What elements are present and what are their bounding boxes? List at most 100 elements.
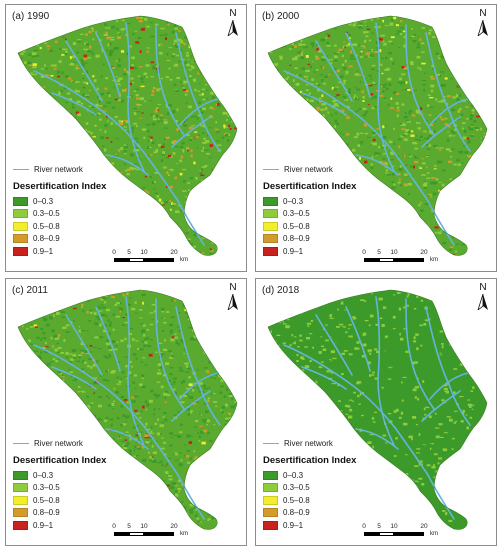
legend-swatch [263, 221, 278, 231]
legend-swatch [13, 483, 28, 493]
panel-label: (d) 2018 [262, 285, 300, 296]
legend-class-label: 0.3–0.5 [283, 209, 310, 219]
legend: River network Desertification Index 0–0.… [13, 163, 106, 258]
legend-class-row: 0.9–1 [263, 245, 356, 258]
legend-swatch [13, 508, 28, 518]
legend-swatch [263, 234, 278, 244]
river-line [345, 32, 371, 98]
scale-tick-label: 10 [140, 249, 148, 256]
legend-class-row: 0–0.3 [13, 469, 106, 482]
river-line [283, 70, 455, 246]
river-line [425, 32, 471, 152]
legend-swatch [13, 209, 28, 219]
north-arrow-icon [477, 294, 488, 310]
legend-class-label: 0–0.3 [283, 196, 304, 206]
scale-segment [394, 258, 424, 262]
river-label: River network [284, 438, 333, 448]
scale-unit: km [180, 257, 188, 263]
river-line [179, 98, 219, 126]
panel-label: (b) 2000 [262, 11, 300, 22]
scale-tick-label: 5 [377, 249, 381, 256]
legend-class-label: 0.8–0.9 [33, 508, 60, 518]
river-line-symbol [263, 168, 279, 170]
river-line [315, 314, 353, 376]
map-panel-1990: (a) 1990 N River network Desertification… [5, 4, 247, 272]
legend-class-row: 0.5–0.8 [13, 494, 106, 507]
legend-class-label: 0.9–1 [33, 246, 54, 256]
scale-segment [379, 532, 394, 536]
river-line [179, 372, 219, 400]
legend-class-row: 0.8–0.9 [263, 233, 356, 246]
river-line [51, 366, 97, 390]
panel-label: (c) 2011 [12, 285, 48, 296]
scale-tick-label: 20 [170, 523, 178, 530]
scale-segment [144, 258, 174, 262]
river-line [155, 24, 185, 136]
legend-class-row: 0.9–1 [263, 519, 356, 532]
legend-class-row: 0.9–1 [13, 519, 106, 532]
legend-title: Desertification Index [263, 181, 357, 192]
river-line-symbol [13, 442, 29, 444]
watershed-map [17, 289, 238, 530]
scale-tick-label: 0 [362, 523, 366, 530]
river-label: River network [34, 438, 83, 448]
legend-class-row: 0.5–0.8 [263, 220, 356, 233]
river-line [375, 22, 395, 172]
river-line [33, 344, 205, 520]
river-line [175, 32, 221, 152]
legend: River network Desertification Index 0–0.… [13, 437, 106, 532]
river-line [429, 98, 469, 126]
legend-title: Desertification Index [263, 455, 357, 466]
river-line [95, 32, 121, 98]
river-line [33, 70, 205, 246]
watershed-boundary [267, 289, 488, 530]
north-letter: N [229, 282, 237, 293]
legend-class-row: 0.8–0.9 [263, 507, 356, 520]
north-arrow: N [475, 282, 491, 310]
legend-class-label: 0.3–0.5 [33, 483, 60, 493]
legend-river-row: River network [13, 163, 106, 175]
river-line [125, 22, 145, 172]
legend-river-row: River network [263, 163, 356, 175]
watershed-map [267, 289, 488, 530]
north-letter: N [229, 8, 237, 19]
legend-river-row: River network [263, 437, 356, 449]
scale-segment [394, 532, 424, 536]
north-arrow: N [475, 8, 491, 36]
watershed-area [18, 16, 237, 256]
legend-class-row: 0.9–1 [13, 245, 106, 258]
legend-class-row: 0.3–0.5 [263, 208, 356, 221]
north-arrow: N [225, 8, 241, 36]
legend-swatch [263, 508, 278, 518]
legend-class-row: 0–0.3 [263, 469, 356, 482]
north-arrow: N [225, 282, 241, 310]
river-line [125, 296, 145, 446]
river-line [65, 40, 103, 102]
scale-unit: km [430, 257, 438, 263]
legend: River network Desertification Index 0–0.… [263, 163, 356, 258]
scale-segment [114, 258, 129, 262]
legend-class-label: 0.3–0.5 [283, 483, 310, 493]
watershed-map [17, 15, 238, 256]
legend-class-row: 0–0.3 [263, 195, 356, 208]
legend-class-label: 0.5–0.8 [283, 495, 310, 505]
river-line [283, 344, 455, 520]
legend-swatch [263, 495, 278, 505]
river-line [355, 428, 399, 450]
river-line [301, 366, 347, 390]
river-line [65, 314, 103, 376]
map-panel-2011: (c) 2011 N River network Desertification… [5, 278, 247, 546]
river-network [33, 296, 221, 520]
watershed-map [267, 15, 488, 256]
scale-segment [364, 258, 379, 262]
scale-bar: 0 5 10 20 km [362, 249, 444, 267]
scale-bar: 0 5 10 20 km [362, 523, 444, 541]
legend-swatch [13, 520, 28, 530]
river-line [375, 296, 395, 446]
legend-swatch [263, 209, 278, 219]
legend-class-label: 0–0.3 [33, 470, 54, 480]
legend-swatch [13, 221, 28, 231]
scale-segment [379, 258, 394, 262]
map-panel-2018: (d) 2018 N River network Desertification… [255, 278, 497, 546]
legend-class-label: 0–0.3 [33, 196, 54, 206]
